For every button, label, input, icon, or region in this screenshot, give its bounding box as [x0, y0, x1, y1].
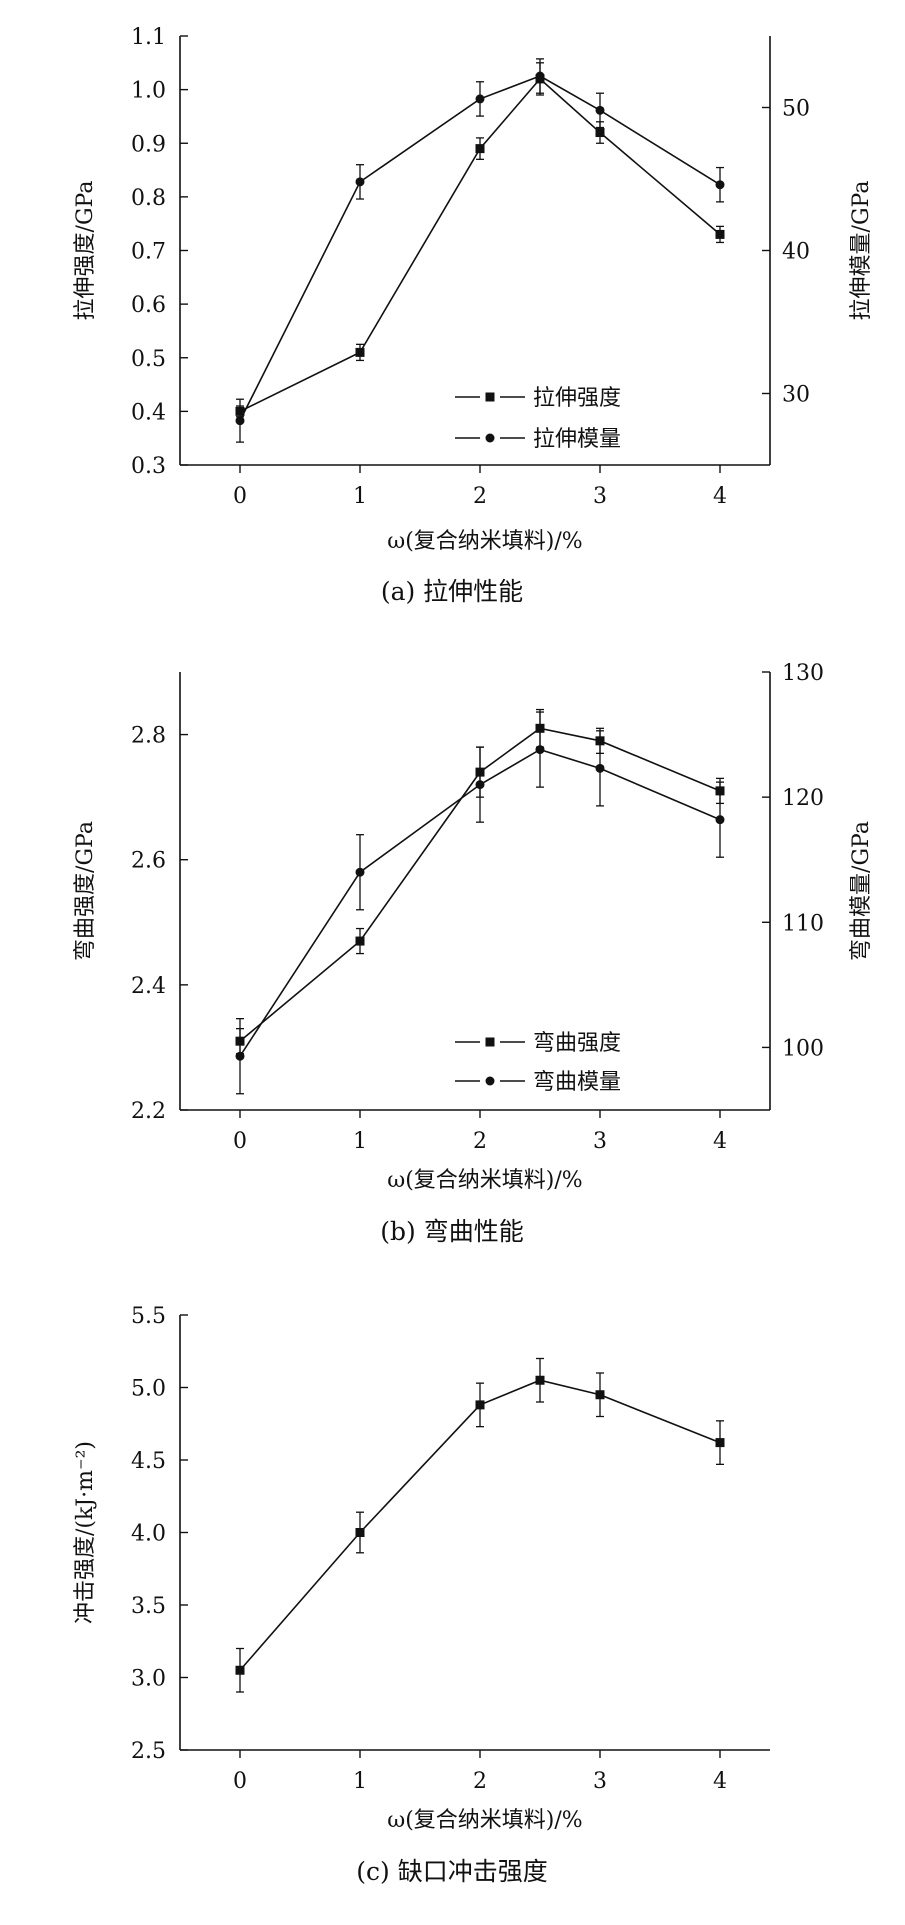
y-tick-label: 0.5 [131, 347, 166, 372]
legend-marker [485, 433, 495, 443]
x-axis-label: ω(复合纳米填料)/% [387, 1808, 582, 1833]
panel-caption: (a) 拉伸性能 [381, 577, 523, 606]
data-point [475, 1400, 485, 1410]
data-point [235, 1665, 245, 1675]
y-tick-label: 5.0 [131, 1377, 166, 1402]
y-tick-label: 0.9 [131, 132, 166, 157]
series-line [239, 748, 721, 1057]
chart-panel-2: 2.2 2.4 2.6 2.8 100 110 120 130 0 1 2 3 4 ω(复合纳米填料)/%… [73, 661, 874, 1246]
data-point [715, 815, 725, 825]
y2-axis-label: 拉伸模量/GPa [849, 181, 874, 321]
y-tick-label: 1.0 [131, 79, 166, 104]
panel-caption: (c) 缺口冲击强度 [356, 1857, 547, 1886]
y-tick-label: 1.1 [131, 25, 166, 50]
x-tick-label: 4 [713, 484, 727, 509]
x-tick-label: 4 [713, 1769, 727, 1794]
y-axis-label: 拉伸强度/GPa [73, 181, 98, 321]
y-tick-label: 4.0 [131, 1522, 166, 1547]
y-tick-label: 5.5 [131, 1304, 166, 1329]
x-tick-label: 1 [353, 1129, 367, 1154]
panel-caption: (b) 弯曲性能 [380, 1217, 523, 1246]
x-tick-label: 2 [473, 1769, 487, 1794]
data-point [715, 180, 725, 190]
y-tick-label: 4.5 [131, 1449, 166, 1474]
series-line [239, 727, 721, 1042]
data-point [355, 1528, 365, 1537]
x-tick-label: 1 [353, 1769, 367, 1794]
data-point [355, 177, 365, 187]
data-point [535, 1375, 545, 1385]
series-line [239, 75, 721, 422]
chart-panel-1: 0.3 0.4 0.5 0.6 0.7 0.8 0.9 1.0 1.1 30 40 50 0 1 2 3 4 ω(… [73, 25, 874, 606]
x-tick-label: 1 [353, 484, 367, 509]
x-tick-label: 0 [233, 484, 247, 509]
x-tick-label: 0 [233, 1769, 247, 1794]
data-point [355, 936, 365, 946]
y-tick-label: 3.0 [131, 1667, 166, 1692]
y-tick-label: 2.8 [131, 724, 166, 749]
series-line [239, 1379, 721, 1671]
data-point [475, 780, 485, 790]
y-tick-label: 2.4 [131, 974, 166, 999]
y-tick-label: 2.5 [131, 1739, 166, 1764]
y-axis-label: 弯曲强度/GPa [73, 821, 98, 961]
series-strength [235, 1357, 725, 1693]
legend-label: 拉伸强度 [533, 386, 621, 411]
legend-label: 拉伸模量 [533, 427, 621, 452]
y-axis-label: 冲击强度/(kJ·m⁻²) [73, 1441, 98, 1624]
data-point [595, 128, 605, 138]
x-tick-label: 2 [473, 484, 487, 509]
x-tick-label: 2 [473, 1129, 487, 1154]
legend-label: 弯曲模量 [533, 1070, 621, 1095]
series-modulus [235, 58, 725, 443]
data-point [235, 416, 245, 426]
y-tick-label: 3.5 [131, 1594, 166, 1619]
y2-tick-label: 40 [782, 240, 810, 265]
data-point [535, 745, 545, 755]
y-tick-label: 2.6 [131, 849, 166, 874]
chart-panel-3: 2.5 3.0 3.5 4.0 4.5 5.0 5.5 0 1 2 3 4 ω(复合纳米填料)/% 冲击强… [73, 1304, 770, 1886]
data-point [715, 1438, 725, 1448]
y2-tick-label: 30 [782, 383, 810, 408]
y2-axis-label: 弯曲模量/GPa [849, 821, 874, 961]
x-axis-label: ω(复合纳米填料)/% [387, 1168, 582, 1193]
series-line [239, 77, 721, 413]
legend-marker [485, 1076, 495, 1086]
data-point [595, 763, 605, 773]
y-tick-label: 0.6 [131, 293, 166, 318]
x-axis-label: ω(复合纳米填料)/% [387, 529, 582, 554]
data-point [355, 347, 365, 357]
data-point [475, 94, 485, 104]
y2-tick-label: 110 [782, 911, 824, 936]
y-tick-label: 0.3 [131, 454, 166, 479]
data-point [235, 1051, 245, 1061]
y-tick-label: 0.7 [131, 240, 166, 265]
x-tick-label: 0 [233, 1129, 247, 1154]
y2-tick-label: 50 [782, 97, 810, 122]
x-tick-label: 4 [713, 1129, 727, 1154]
x-tick-label: 3 [593, 1129, 607, 1154]
legend-marker [485, 1037, 495, 1047]
data-point [475, 144, 485, 154]
data-point [355, 867, 365, 877]
legend-marker [485, 392, 495, 402]
y2-tick-label: 130 [782, 661, 824, 686]
y-tick-label: 2.2 [131, 1099, 166, 1124]
y2-tick-label: 100 [782, 1036, 824, 1061]
x-tick-label: 3 [593, 484, 607, 509]
y-tick-label: 0.4 [131, 400, 166, 425]
data-point [535, 71, 545, 81]
legend-label: 弯曲强度 [533, 1031, 621, 1056]
y-tick-label: 0.8 [131, 186, 166, 211]
data-point [595, 105, 605, 115]
series-modulus [235, 711, 725, 1095]
y2-tick-label: 120 [782, 786, 824, 811]
x-tick-label: 3 [593, 1769, 607, 1794]
data-point [715, 229, 725, 239]
data-point [595, 1390, 605, 1400]
